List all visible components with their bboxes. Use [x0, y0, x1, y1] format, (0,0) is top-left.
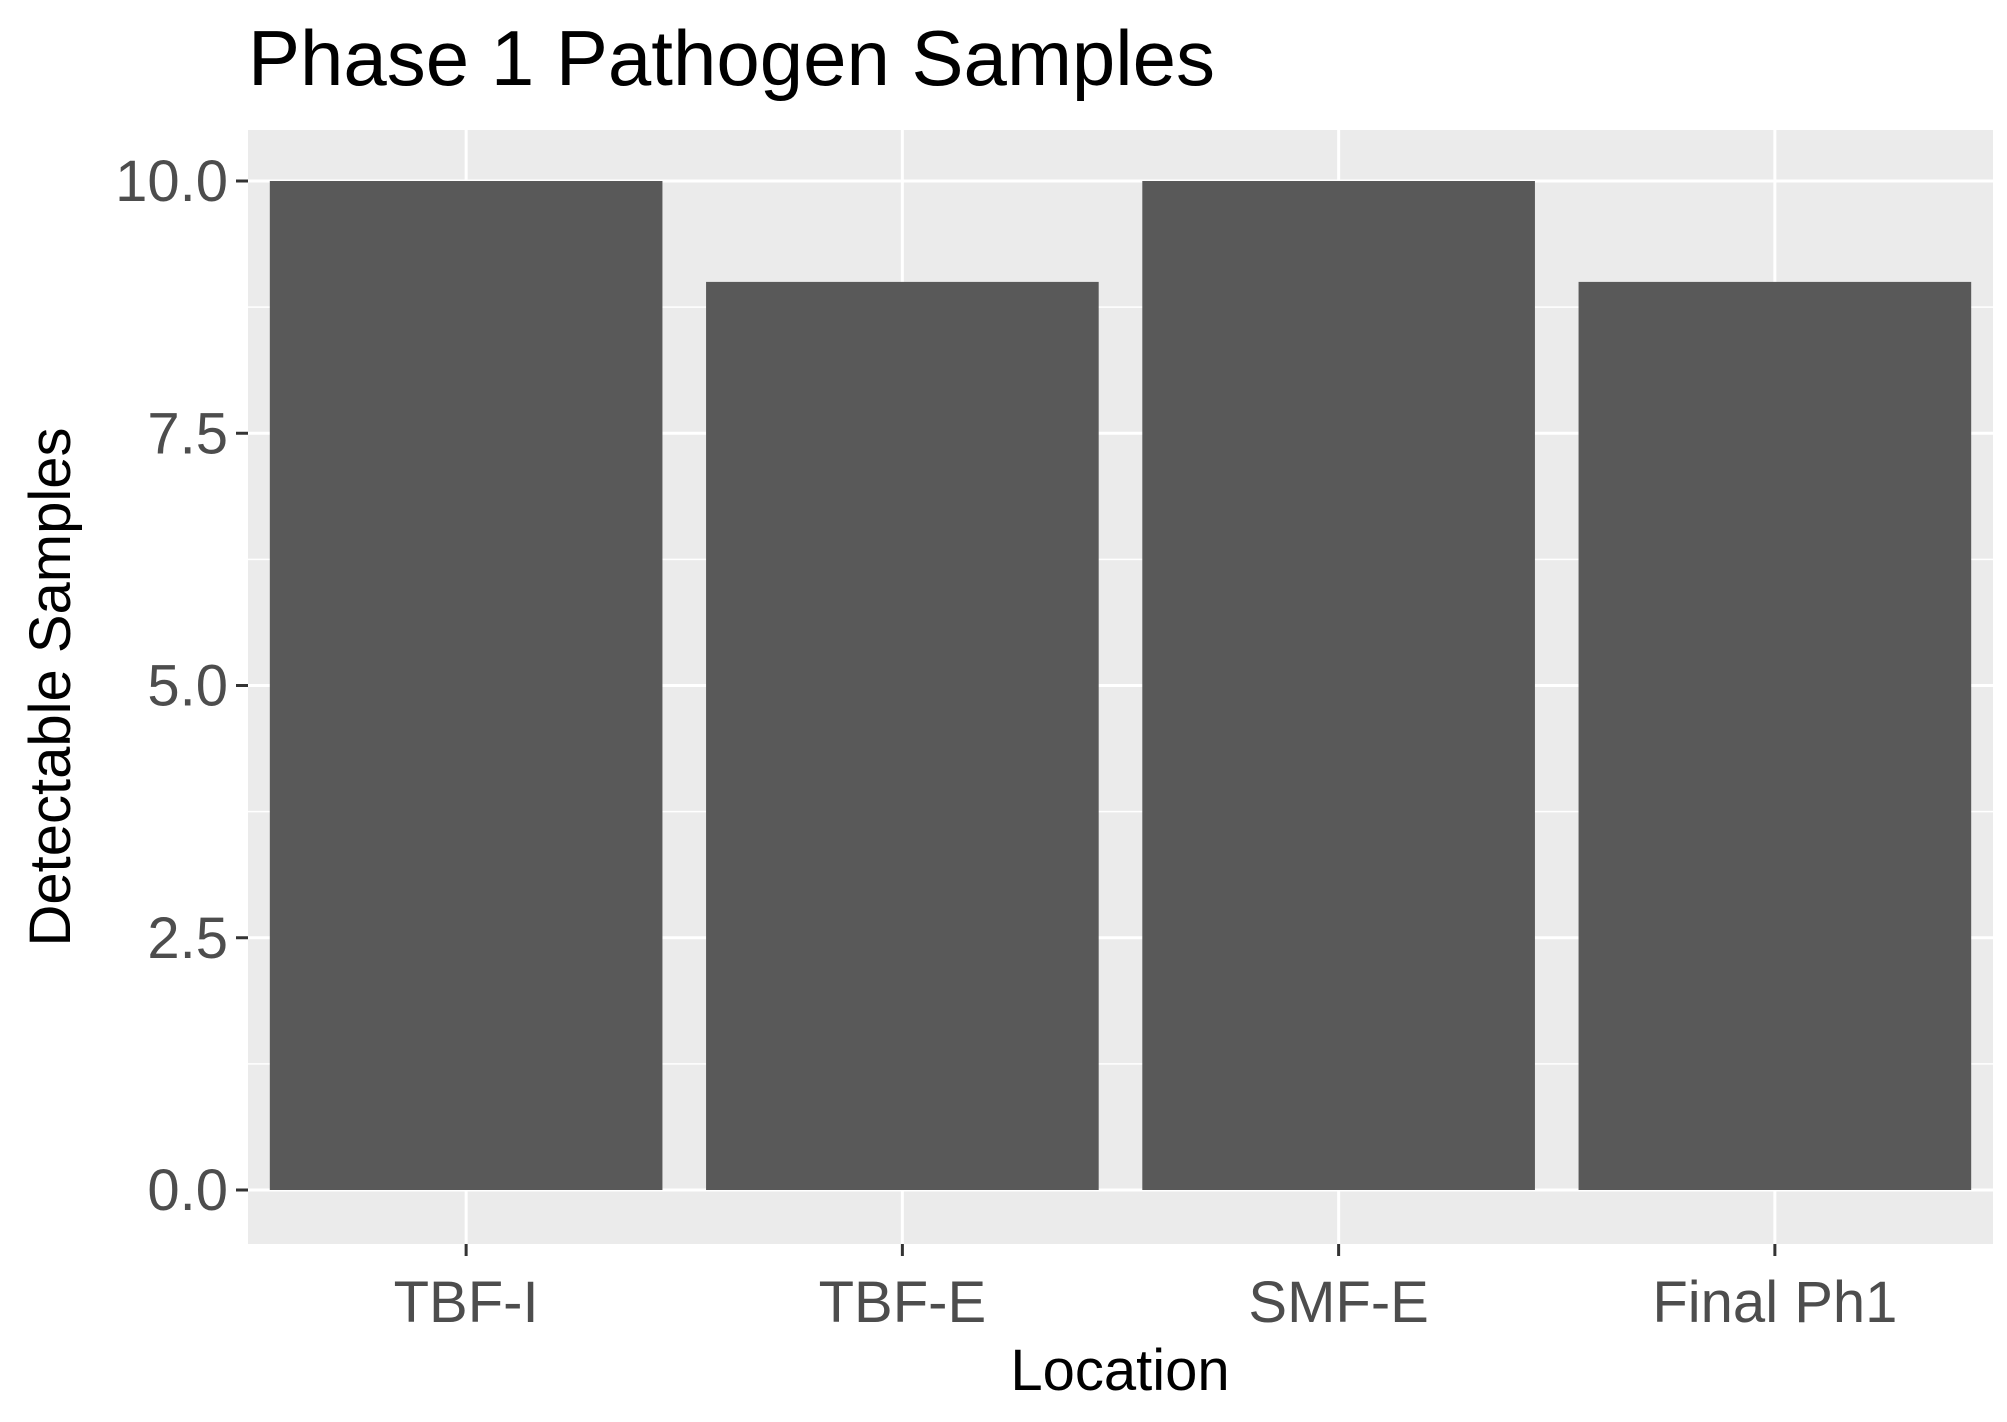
y-axis-ticks: 0.0 2.5 5.0 7.5 10.0	[115, 149, 248, 1223]
y-tick-label: 2.5	[147, 906, 228, 971]
x-tick-label: Final Ph1	[1652, 1270, 1897, 1335]
bar-tbf-e	[706, 281, 1099, 1190]
x-tick-label: TBF-I	[394, 1270, 539, 1335]
x-axis-title: Location	[1010, 1338, 1229, 1403]
chart-title: Phase 1 Pathogen Samples	[248, 14, 1215, 102]
bar-smf-e	[1142, 181, 1535, 1190]
y-tick-label: 7.5	[147, 401, 228, 466]
y-tick-label: 5.0	[147, 654, 228, 719]
x-axis-ticks: TBF-I TBF-E SMF-E Final Ph1	[394, 1244, 1897, 1335]
bar-final-ph1	[1578, 281, 1972, 1190]
y-tick-label: 0.0	[147, 1158, 228, 1223]
y-tick-label: 10.0	[115, 149, 228, 214]
x-tick-label: TBF-E	[819, 1270, 987, 1335]
x-tick-label: SMF-E	[1248, 1270, 1428, 1335]
bar-tbf-i	[269, 181, 663, 1190]
y-axis-title: Detectable Samples	[18, 427, 83, 946]
bars	[269, 181, 1972, 1190]
